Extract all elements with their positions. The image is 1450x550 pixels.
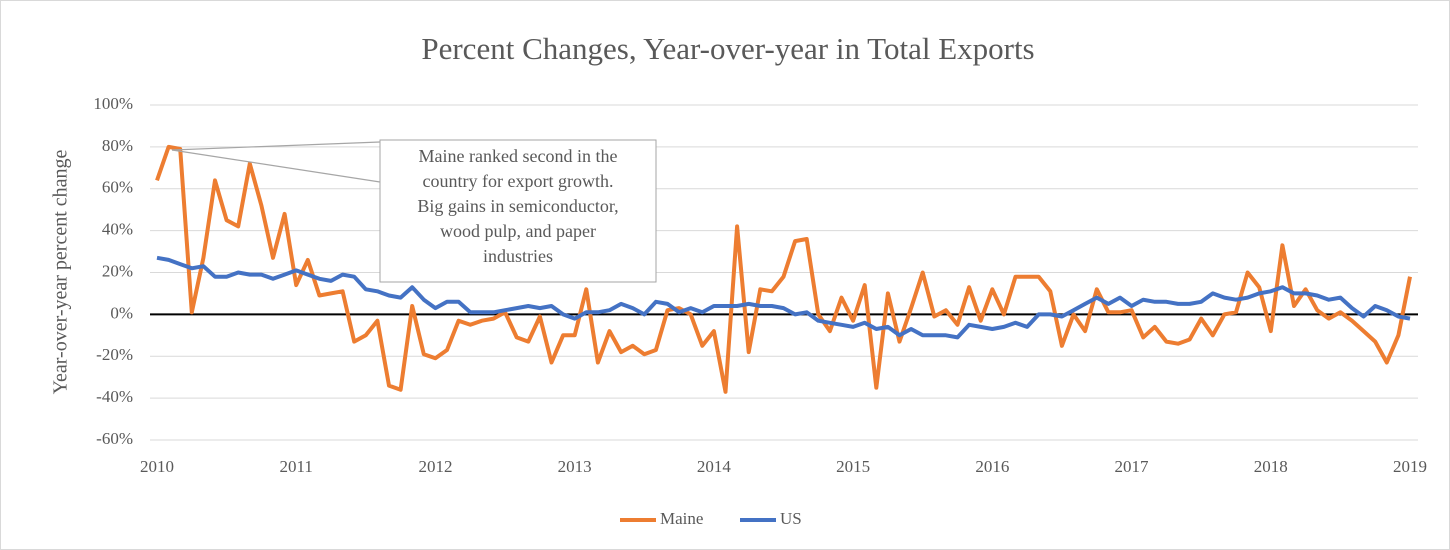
series-line [155, 144, 1412, 394]
callout: Maine ranked second in the country for ex… [171, 139, 657, 283]
callout-line-text: Big gains in semiconductor, [417, 196, 618, 216]
x-tick-label: 2018 [1254, 457, 1288, 476]
y-tick-label: 0% [110, 303, 133, 322]
legend: Maine US [620, 509, 802, 528]
callout-line-text: country for export growth. [423, 171, 614, 191]
callout-line-text: industries [483, 246, 553, 266]
y-tick-label: 80% [102, 136, 133, 155]
grid: -60% -40% -20% 0% 20% 40% 60% 80% 100% 2010 2011 20… [93, 94, 1427, 476]
chart-title: Percent Changes, Year-over-year in Total… [421, 31, 1034, 66]
x-tick-label: 2016 [975, 457, 1009, 476]
y-tick-label: -60% [96, 429, 133, 448]
x-tick-label: 2012 [418, 457, 452, 476]
x-tick-label: 2013 [558, 457, 592, 476]
x-tick-label: 2010 [140, 457, 174, 476]
x-tick-label: 2011 [280, 457, 313, 476]
series-line [156, 255, 1411, 340]
callout-box [379, 139, 657, 283]
y-tick-label: 40% [102, 220, 133, 239]
callout-line [171, 141, 381, 151]
callout-line-text: Maine ranked second in the [419, 146, 618, 166]
callout-text: Maine ranked second in the country for ex… [417, 146, 618, 266]
y-tick-label: -20% [96, 345, 133, 364]
legend-label: US [780, 509, 802, 528]
callout-line-text: wood pulp, and paper [440, 221, 596, 241]
y-tick-label: -40% [96, 387, 133, 406]
x-tick-label: 2017 [1115, 457, 1150, 476]
y-axis-label: Year-over-year percent change [50, 149, 72, 394]
y-tick-label: 20% [102, 261, 133, 280]
x-tick-label: 2014 [697, 457, 732, 476]
x-tick-label: 2015 [836, 457, 870, 476]
y-tick-label: 100% [93, 94, 133, 113]
plot [155, 144, 1412, 394]
callout-line [171, 149, 381, 183]
x-tick-label: 2019 [1393, 457, 1427, 476]
y-tick-label: 60% [102, 178, 133, 197]
legend-label: Maine [660, 509, 703, 528]
